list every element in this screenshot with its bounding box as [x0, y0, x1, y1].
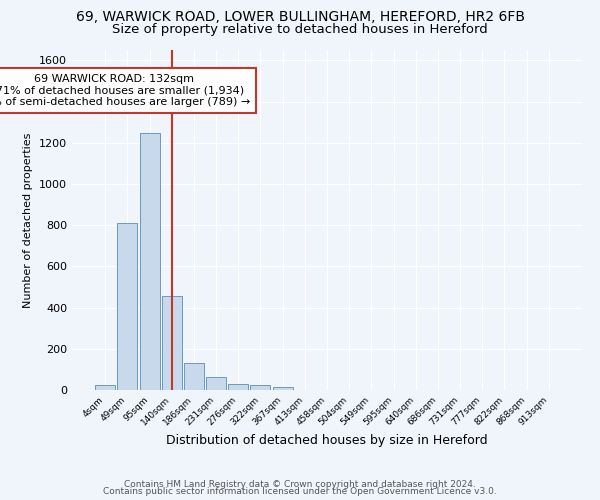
Bar — [140, 134, 160, 390]
X-axis label: Distribution of detached houses by size in Hereford: Distribution of detached houses by size … — [166, 434, 488, 447]
Text: 69 WARWICK ROAD: 132sqm
← 71% of detached houses are smaller (1,934)
29% of semi: 69 WARWICK ROAD: 132sqm ← 71% of detache… — [0, 74, 250, 107]
Bar — [184, 363, 204, 390]
Text: Contains public sector information licensed under the Open Government Licence v3: Contains public sector information licen… — [103, 488, 497, 496]
Bar — [250, 385, 271, 390]
Bar — [118, 223, 137, 390]
Bar — [95, 385, 115, 390]
Bar — [228, 384, 248, 390]
Bar — [272, 387, 293, 390]
Bar — [162, 296, 182, 390]
Bar — [206, 377, 226, 390]
Y-axis label: Number of detached properties: Number of detached properties — [23, 132, 34, 308]
Text: Contains HM Land Registry data © Crown copyright and database right 2024.: Contains HM Land Registry data © Crown c… — [124, 480, 476, 489]
Text: 69, WARWICK ROAD, LOWER BULLINGHAM, HEREFORD, HR2 6FB: 69, WARWICK ROAD, LOWER BULLINGHAM, HERE… — [76, 10, 524, 24]
Text: Size of property relative to detached houses in Hereford: Size of property relative to detached ho… — [112, 22, 488, 36]
